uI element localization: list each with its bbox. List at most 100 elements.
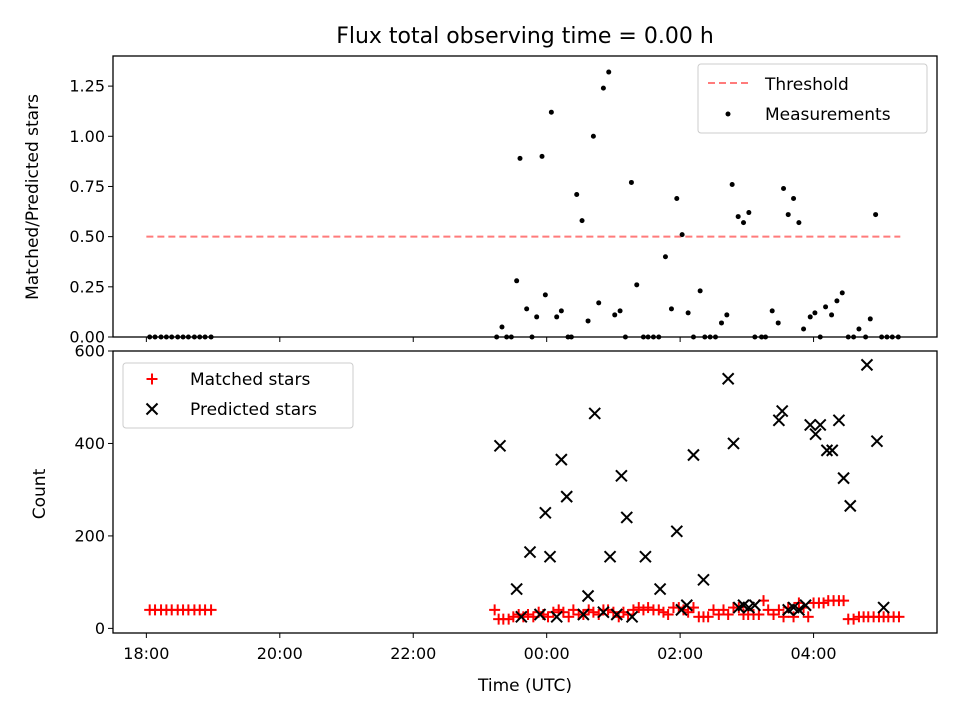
bottom-plot-marks [144, 358, 905, 625]
predicted-star-point [814, 418, 827, 432]
matched-star-point [662, 609, 674, 621]
y-tick-label: 0.75 [69, 177, 105, 196]
measurement-point [823, 304, 829, 310]
predicted-star-point [555, 453, 568, 466]
measurement-point [628, 179, 634, 185]
predicted-star-point-b [603, 550, 617, 563]
matched-star-point [788, 611, 800, 623]
measurement-point [807, 314, 813, 320]
measurement-point [839, 290, 845, 296]
x-tick-label: 18:00 [123, 644, 169, 663]
predicted-star-point [776, 404, 789, 418]
matched-star-point [205, 604, 217, 616]
bottom-axes-frame [112, 350, 938, 634]
predicted-star-point-b [721, 372, 735, 385]
bottom-legend: Matched stars Predicted stars [122, 362, 354, 429]
matched-star-point [838, 595, 850, 607]
matched-star-point [773, 604, 785, 616]
predicted-star-point-b [615, 469, 628, 483]
predicted-star-point-b [550, 610, 563, 624]
legend-measurements-label: Measurements [765, 105, 891, 125]
predicted-star-point [870, 434, 884, 448]
y-tick-label: 0.00 [69, 328, 105, 347]
predicted-star-point [539, 506, 552, 520]
predicted-star-point-b [820, 444, 834, 457]
predicted-star-point-b [737, 599, 750, 612]
x-axis-label: Time (UTC) [477, 676, 572, 696]
x-tick-label: 04:00 [791, 644, 837, 663]
predicted-star-point-b [555, 453, 568, 466]
predicted-star-point-b [809, 428, 822, 441]
predicted-star-point-b [832, 414, 846, 427]
legend-matched-swatch [146, 373, 158, 385]
predicted-star-point [820, 444, 834, 457]
predicted-star-point-b [639, 550, 652, 563]
matched-star-point [642, 602, 654, 614]
measurement-point [674, 196, 680, 202]
measurement-point [873, 212, 879, 218]
predicted-star-point [620, 511, 633, 524]
predicted-star-point [560, 490, 573, 503]
measurement-point [539, 153, 545, 159]
predicted-star-point [670, 525, 683, 538]
matched-star-point [587, 606, 599, 618]
measurement-point [685, 310, 691, 316]
matched-star-point [848, 613, 860, 625]
measurement-point [785, 212, 791, 218]
y-tick-label: 1.00 [69, 127, 105, 146]
measurement-point [867, 316, 873, 322]
measurement-point [606, 69, 612, 75]
predicted-star-point [680, 599, 694, 612]
matched-star-point [702, 611, 714, 623]
predicted-star-point-b [860, 358, 874, 372]
predicted-star-point [543, 550, 557, 563]
measurement-point [718, 320, 724, 326]
measurement-point [617, 308, 623, 314]
measurement-point [812, 310, 818, 316]
chart-title: Flux total observing time = 0.00 h [336, 24, 714, 49]
matched-star-point [563, 611, 575, 623]
y-tick-label: 400 [74, 434, 105, 453]
measurement-point [600, 85, 606, 91]
predicted-star-point [533, 608, 547, 621]
matched-star-point [753, 609, 765, 621]
predicted-star-point-b [670, 525, 683, 538]
predicted-star-point [826, 444, 839, 457]
predicted-star-point-b [581, 589, 595, 603]
y-tick-label: 600 [74, 342, 105, 361]
matched-star-point [637, 604, 649, 616]
predicted-star-point-b [515, 610, 528, 624]
predicted-star-point-b [588, 407, 601, 420]
measurement-point [829, 312, 835, 318]
legend-predicted-label: Predicted stars [190, 400, 317, 420]
measurement-point [634, 282, 640, 288]
predicted-star-point [799, 599, 812, 612]
predicted-star-point [844, 499, 857, 513]
measurement-point [796, 220, 802, 226]
predicted-star-point [748, 599, 762, 612]
measurement-point [801, 326, 807, 332]
predicted-star-point [603, 550, 617, 563]
x-tick-label: 20:00 [257, 644, 303, 663]
legend-predicted-swatch [145, 402, 159, 416]
predicted-star-point [523, 545, 537, 559]
legend-threshold-label: Threshold [764, 75, 849, 95]
matched-star-point [653, 604, 665, 616]
predicted-star-point-b [510, 582, 523, 596]
top-axes-frame [112, 55, 938, 338]
predicted-star-point-b [543, 550, 557, 563]
x-tick-label: 22:00 [390, 644, 436, 663]
predicted-star-point [515, 610, 528, 624]
measurement-point [775, 320, 781, 326]
predicted-star-point [721, 372, 735, 385]
predicted-star-point [639, 550, 652, 563]
predicted-star-point [832, 414, 846, 427]
predicted-star-point-b [799, 599, 812, 612]
bottom-legend-box [122, 362, 354, 429]
predicted-star-point-b [804, 418, 817, 432]
measurement-point [579, 218, 585, 224]
bottom-y-axis-label: Count [30, 468, 50, 519]
predicted-star-point-b [814, 418, 827, 432]
predicted-star-point-b [680, 599, 694, 612]
measurement-point [517, 155, 523, 161]
